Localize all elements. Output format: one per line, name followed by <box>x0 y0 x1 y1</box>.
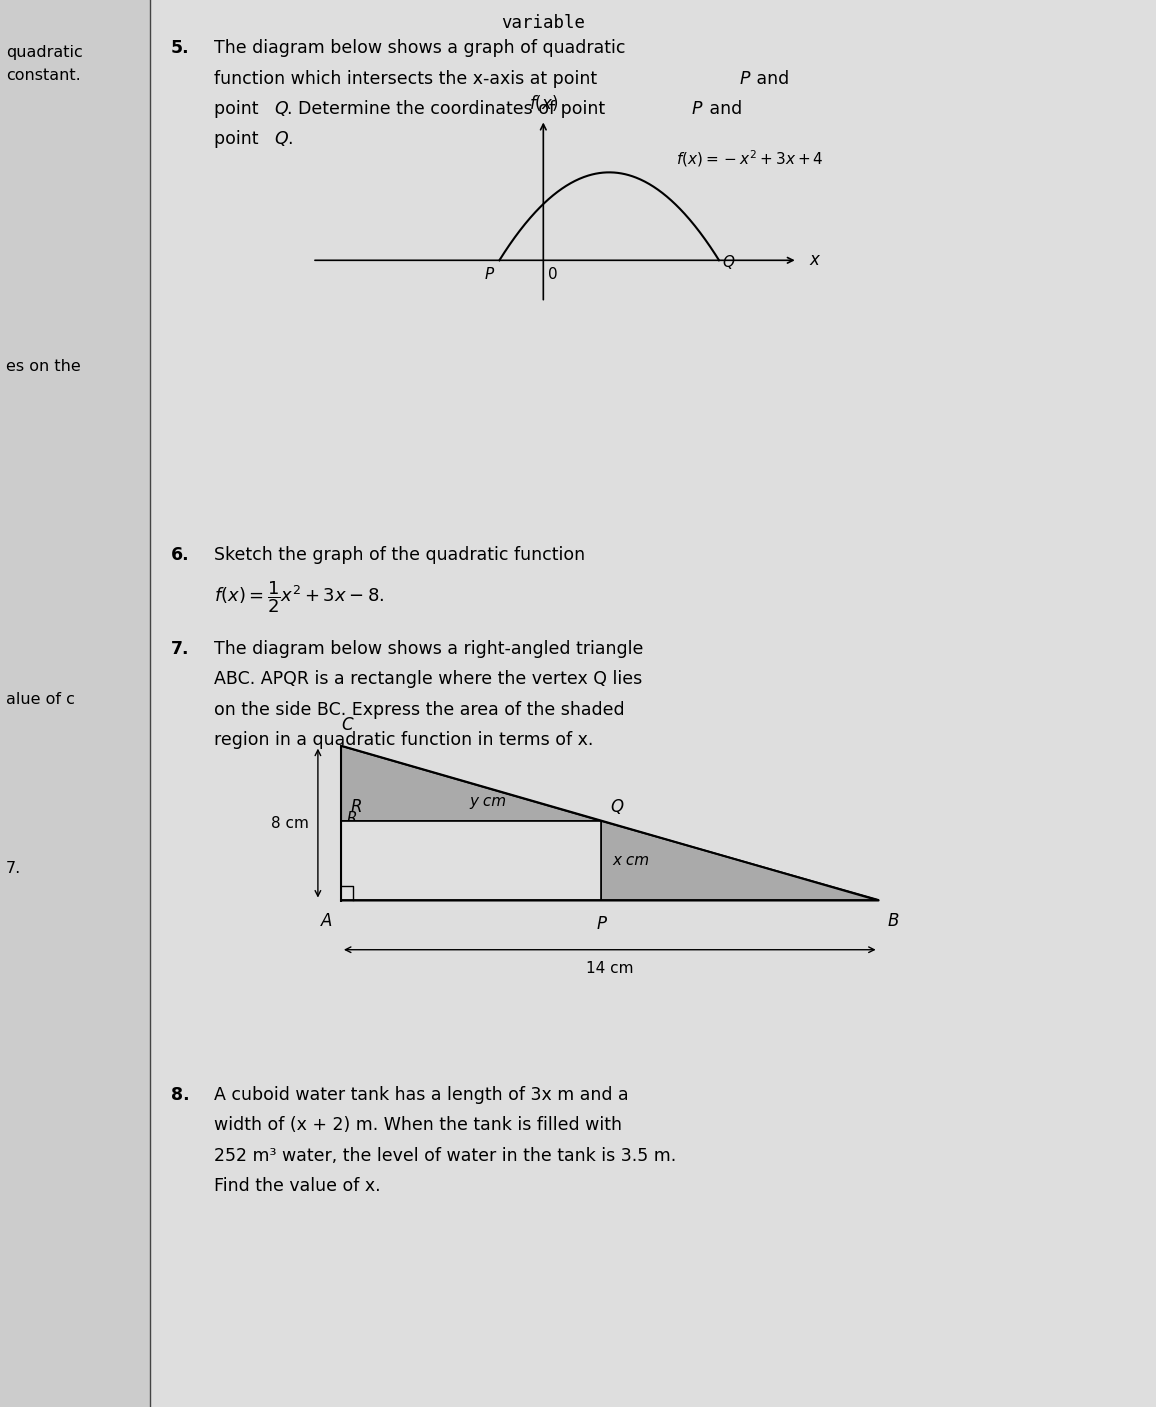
Text: y cm: y cm <box>469 795 507 809</box>
Text: R: R <box>350 798 362 816</box>
Text: width of (x + 2) m. When the tank is filled with: width of (x + 2) m. When the tank is fil… <box>214 1117 622 1134</box>
Text: A cuboid water tank has a length of 3x m and a: A cuboid water tank has a length of 3x m… <box>214 1086 629 1104</box>
Text: P: P <box>484 267 494 283</box>
Text: x cm: x cm <box>613 853 650 868</box>
Text: 252 m³ water, the level of water in the tank is 3.5 m.: 252 m³ water, the level of water in the … <box>214 1147 676 1165</box>
Text: Q: Q <box>722 255 734 270</box>
Polygon shape <box>341 820 601 900</box>
Text: $x$: $x$ <box>809 252 822 269</box>
Text: alue of c: alue of c <box>6 692 75 708</box>
Text: constant.: constant. <box>6 68 81 83</box>
Text: quadratic: quadratic <box>6 45 82 61</box>
Text: 7.: 7. <box>6 861 21 877</box>
Text: P: P <box>740 70 750 87</box>
Text: 7.: 7. <box>171 640 190 658</box>
Text: Sketch the graph of the quadratic function: Sketch the graph of the quadratic functi… <box>214 546 585 564</box>
Polygon shape <box>341 746 601 820</box>
Text: Q: Q <box>274 100 288 118</box>
Text: R: R <box>347 812 357 826</box>
Text: function which intersects the x-axis at point: function which intersects the x-axis at … <box>214 70 602 87</box>
Text: variable: variable <box>502 14 585 32</box>
Text: The diagram below shows a graph of quadratic: The diagram below shows a graph of quadr… <box>214 39 625 58</box>
Text: point: point <box>214 131 264 148</box>
Text: $f(x)$: $f(x)$ <box>528 93 558 113</box>
Text: P: P <box>691 100 702 118</box>
Bar <box>0 0 150 1407</box>
Text: Q: Q <box>610 798 623 816</box>
Text: . Determine the coordinates of point: . Determine the coordinates of point <box>287 100 610 118</box>
Polygon shape <box>601 820 879 900</box>
Text: 0: 0 <box>548 267 557 283</box>
Text: 5.: 5. <box>171 39 190 58</box>
Text: P: P <box>596 915 606 933</box>
Text: on the side BC. Express the area of the shaded: on the side BC. Express the area of the … <box>214 701 624 719</box>
Text: and: and <box>751 70 790 87</box>
Text: region in a quadratic function in terms of x.: region in a quadratic function in terms … <box>214 732 593 749</box>
Text: es on the: es on the <box>6 359 81 374</box>
Text: 6.: 6. <box>171 546 190 564</box>
Text: 8.: 8. <box>171 1086 190 1104</box>
Text: 8 cm: 8 cm <box>271 816 309 830</box>
Text: Find the value of x.: Find the value of x. <box>214 1176 380 1195</box>
Text: B: B <box>888 912 899 930</box>
Text: and: and <box>704 100 742 118</box>
Text: $f(x) = -x^2 + 3x + 4$: $f(x) = -x^2 + 3x + 4$ <box>676 148 824 169</box>
Text: 14 cm: 14 cm <box>586 961 633 976</box>
Bar <box>150 0 1156 1407</box>
Text: C: C <box>341 716 353 734</box>
Text: The diagram below shows a right-angled triangle: The diagram below shows a right-angled t… <box>214 640 643 658</box>
Text: A: A <box>320 912 332 930</box>
Text: point: point <box>214 100 264 118</box>
Text: .: . <box>287 131 292 148</box>
Text: Q: Q <box>274 131 288 148</box>
Text: $f(x) = \dfrac{1}{2}x^2 + 3x - 8.$: $f(x) = \dfrac{1}{2}x^2 + 3x - 8.$ <box>214 580 384 615</box>
Text: ABC. APQR is a rectangle where the vertex Q lies: ABC. APQR is a rectangle where the verte… <box>214 670 642 688</box>
